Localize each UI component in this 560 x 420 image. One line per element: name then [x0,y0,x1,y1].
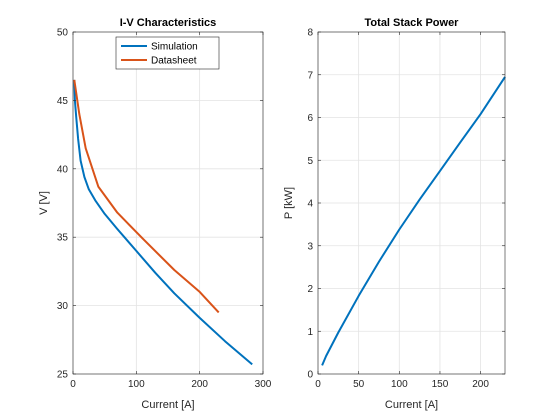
x-tick-label: 50 [353,379,365,390]
y-tick-label: 3 [307,241,313,252]
x-tick-label: 200 [472,379,489,390]
y-tick-label: 30 [57,301,69,312]
x-tick-label: 100 [391,379,408,390]
iv-characteristics-chart: 0 100 200 300 25 30 35 40 45 50 I-V Characteristi… [38,17,272,411]
y-tick-label: 2 [307,284,313,295]
x-tick-label: 200 [191,379,208,390]
legend-entry-datasheet: Datasheet [151,56,197,67]
x-tick-label: 0 [70,379,76,390]
x-tick-label: 300 [255,379,272,390]
y-tick-label: 6 [307,113,313,124]
legend-box [115,36,220,70]
y-tick-label: 50 [57,28,69,39]
y-axis-label: P [kW] [283,187,295,219]
y-tick-label: 35 [57,233,69,244]
y-tick-label: 1 [307,327,313,338]
y-tick-label: 25 [57,370,69,381]
series-0-line [321,76,506,366]
y-tick-label: 0 [307,370,313,381]
plot-area [73,32,263,374]
chart-title: I-V Characteristics [120,17,217,29]
y-tick-label: 45 [57,96,69,107]
legend-entry-simulation: Simulation [151,42,198,53]
chart-title: Total Stack Power [365,17,460,29]
y-tick-label: 7 [307,70,313,81]
axes-box [72,31,264,375]
series-lines [73,79,253,366]
ticks: 0 100 200 300 25 30 35 40 45 50 [57,28,272,391]
y-tick-label: 40 [57,164,69,175]
legend: Simulation Datasheet [115,36,220,70]
y-tick-label: 5 [307,156,313,167]
y-tick-label: 8 [307,28,313,39]
series-lines [321,76,506,366]
x-tick-label: 100 [128,379,145,390]
x-axis-label: Current [A] [385,399,438,411]
x-axis-label: Current [A] [141,399,194,411]
simulation-line [73,79,253,366]
x-tick-label: 150 [432,379,449,390]
ticks: 0 50 100 150 200 0 1 2 3 4 5 6 7 8 [307,28,505,390]
datasheet-line [73,79,220,314]
x-tick-label: 0 [315,379,321,390]
y-axis-label: V [V] [38,191,50,215]
y-tick-label: 4 [307,199,313,210]
